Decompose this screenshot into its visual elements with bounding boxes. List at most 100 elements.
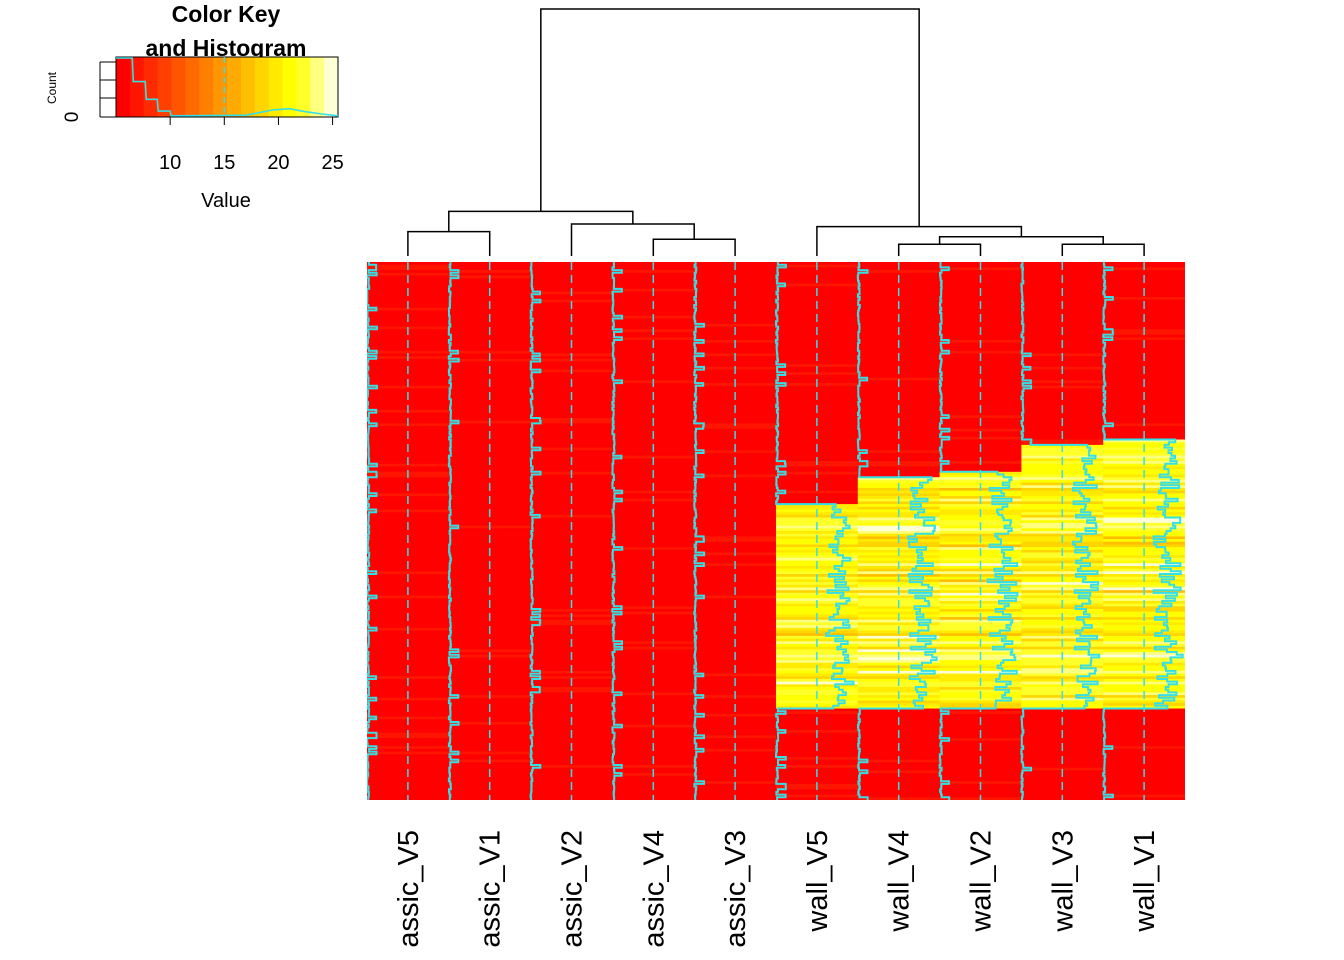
heatmap-cell: [530, 310, 613, 314]
heatmap-cell: [530, 595, 613, 599]
heatmap-cell: [694, 775, 777, 779]
heatmap-cell: [448, 479, 531, 483]
heatmap-cell: [367, 568, 450, 572]
heatmap-cell: [1103, 633, 1185, 637]
heatmap-cell: [612, 778, 695, 782]
heatmap-cell: [939, 541, 1022, 545]
heatmap-cell: [1021, 531, 1104, 535]
heatmap-cell: [1103, 307, 1185, 311]
heatmap-cell: [857, 791, 940, 796]
heatmap-cell: [776, 555, 859, 559]
heatmap-cell: [694, 520, 777, 524]
heatmap-cell: [776, 660, 859, 664]
heatmap-cell: [367, 520, 450, 524]
heatmap-cell: [1103, 272, 1185, 276]
heatmap-cell: [448, 711, 531, 715]
heatmap-cell: [367, 323, 450, 327]
column-trace: [529, 262, 542, 800]
heatmap-cell: [448, 412, 531, 416]
heatmap-cell: [857, 337, 940, 341]
heatmap-cell: [448, 662, 531, 666]
heatmap-cell: [367, 385, 450, 389]
heatmap-cell: [448, 283, 531, 287]
heatmap-cell: [367, 463, 450, 467]
heatmap-cell: [694, 765, 777, 769]
heatmap-cell: [1021, 466, 1104, 470]
heatmap-cell: [939, 676, 1022, 680]
heatmap-cell: [530, 350, 613, 354]
heatmap-cell: [776, 364, 859, 368]
heatmap-cell: [1021, 374, 1104, 379]
heatmap-cell: [612, 270, 695, 274]
heatmap-cell: [367, 740, 450, 744]
heatmap-cell: [1103, 660, 1185, 664]
heatmap-cell: [694, 361, 777, 365]
heatmap-cell: [694, 676, 777, 680]
heatmap-cell: [1021, 412, 1104, 416]
heatmap-cell: [776, 531, 859, 535]
heatmap-cell: [694, 364, 777, 368]
heatmap-cell: [367, 283, 450, 287]
heatmap-cell: [530, 633, 613, 637]
heatmap-cell: [939, 571, 1022, 575]
heatmap-cell: [530, 374, 613, 379]
heatmap-cell: [939, 348, 1022, 352]
heatmap-cell: [776, 466, 859, 470]
heatmap-cell: [448, 272, 531, 276]
heatmap-cell: [612, 466, 695, 470]
heatmap-cell: [530, 283, 613, 287]
heatmap-cell: [857, 646, 940, 650]
heatmap-cell: [530, 635, 613, 639]
heatmap-cell: [1021, 700, 1104, 704]
heatmap-cell: [1021, 504, 1104, 508]
heatmap-cell: [1021, 727, 1104, 731]
heatmap-cell: [1021, 517, 1104, 521]
heatmap-cell: [1021, 479, 1104, 483]
heatmap-cell: [367, 662, 450, 666]
heatmap-cell: [776, 452, 859, 457]
heatmap-cell: [612, 635, 695, 639]
heatmap-cell: [612, 415, 695, 419]
heatmap-cell: [448, 738, 531, 742]
heatmap-cell: [1103, 415, 1185, 419]
heatmap-cell: [1021, 557, 1104, 561]
heatmap-cell: [448, 307, 531, 311]
heatmap-cell: [612, 711, 695, 715]
heatmap-cell: [776, 619, 859, 623]
heatmap-cell: [1103, 571, 1185, 575]
heatmap-cell: [448, 687, 531, 691]
heatmap-cell: [367, 687, 450, 691]
heatmap-cell: [939, 711, 1022, 715]
heatmap-cell: [1103, 789, 1185, 793]
heatmap-cell: [1021, 751, 1104, 755]
column-label: assic_V2: [557, 830, 589, 948]
color-key-swatch: [116, 57, 131, 117]
heatmap-cell: [694, 740, 777, 744]
heatmap-cell: [448, 520, 531, 524]
heatmap-cell: [857, 557, 940, 561]
column-trace: [367, 262, 378, 800]
heatmap-cell: [448, 310, 531, 314]
heatmap-cell: [1103, 388, 1185, 392]
heatmap-cell: [776, 401, 859, 405]
heatmap-cell: [530, 541, 613, 545]
heatmap-cell: [530, 555, 613, 559]
heatmap-cell: [939, 789, 1022, 793]
heatmap-cell: [1021, 334, 1104, 338]
heatmap-cell: [1103, 374, 1185, 379]
heatmap-cell: [1021, 506, 1104, 510]
heatmap-cell: [939, 439, 1022, 443]
heatmap-cell: [694, 673, 777, 677]
heatmap-cell: [367, 452, 450, 457]
column-label: wall_V1: [1129, 830, 1161, 933]
heatmap-cell: [857, 789, 940, 793]
heatmap-cell: [776, 740, 859, 744]
heatmap-cell: [694, 738, 777, 742]
heatmap-cell: [1021, 582, 1104, 586]
heatmap-cell: [694, 660, 777, 664]
heatmap-cell: [776, 517, 859, 521]
color-key-xtick-label: 10: [159, 152, 181, 174]
dendrogram-branch: [570, 223, 695, 256]
heatmap-cell: [857, 385, 940, 389]
